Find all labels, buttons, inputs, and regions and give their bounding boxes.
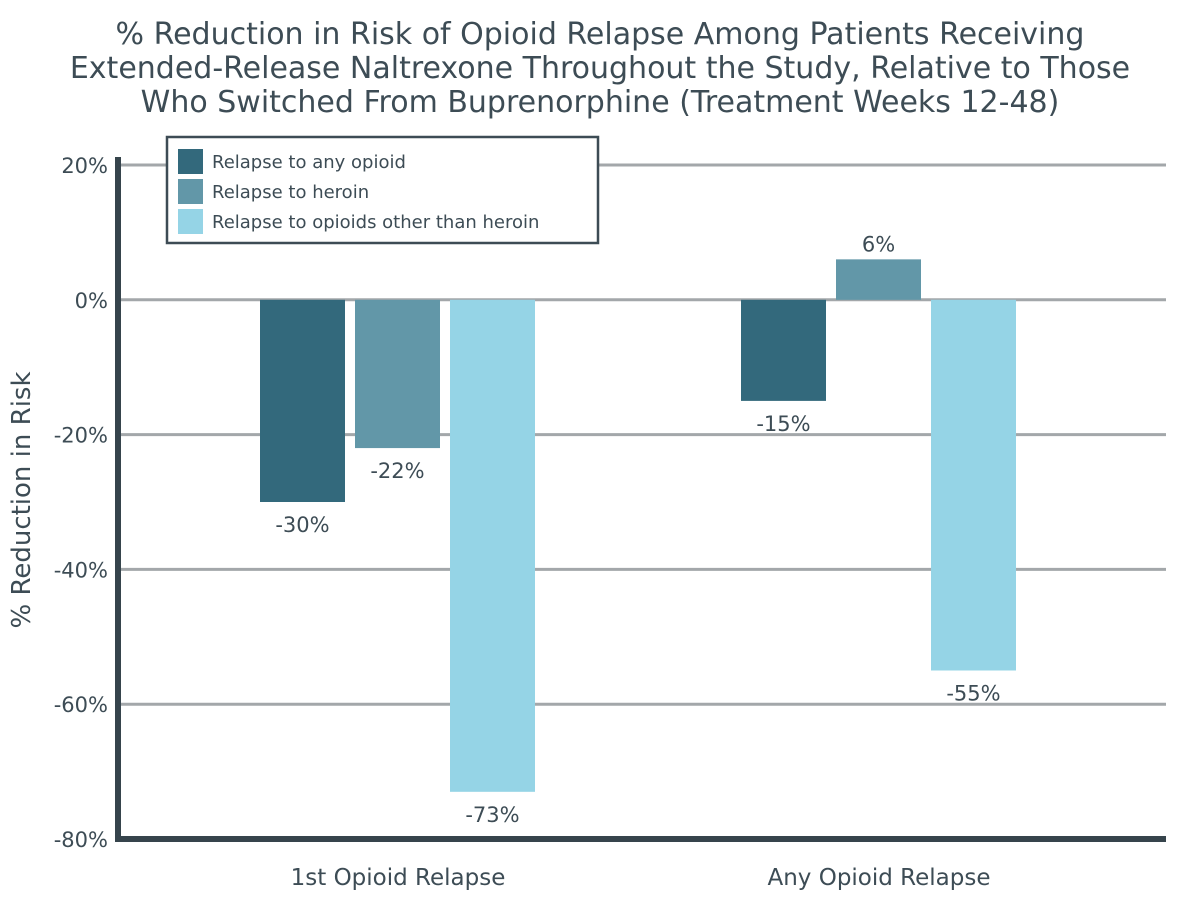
y-tick-label: -80% (54, 828, 108, 852)
bar (931, 299, 1016, 671)
data-label: -22% (370, 459, 424, 483)
legend-label: Relapse to any opioid (212, 152, 406, 173)
axes (115, 157, 1166, 842)
data-label: -15% (756, 412, 810, 436)
bar (450, 299, 535, 792)
bar (836, 259, 921, 300)
category-label: 1st Opioid Relapse (291, 865, 506, 891)
y-tick-label: 20% (61, 154, 108, 178)
legend-label: Relapse to opioids other than heroin (212, 212, 539, 233)
data-label: -55% (946, 682, 1000, 706)
chart-title-line-1: % Reduction in Risk of Opioid Relapse Am… (115, 17, 1085, 52)
bar (355, 299, 440, 449)
category-labels: 1st Opioid Relapse Any Opioid Relapse (291, 865, 991, 891)
y-tick-label: -60% (54, 693, 108, 717)
bar (741, 299, 826, 401)
legend: Relapse to any opioid Relapse to heroin Re… (165, 135, 600, 245)
y-tick-label: 0% (75, 289, 108, 313)
chart-title-line-3: Who Switched From Buprenorphine (Treatme… (140, 85, 1060, 120)
chart-title: % Reduction in Risk of Opioid Relapse Am… (0, 18, 1200, 120)
legend-swatch (178, 179, 203, 204)
data-label: -30% (275, 513, 329, 537)
legend-box (165, 135, 600, 245)
bar (260, 299, 345, 502)
chart-title-line-2: Extended-Release Naltrexone Throughout t… (69, 51, 1131, 86)
y-tick-label: -40% (54, 558, 108, 582)
legend-swatch (178, 209, 203, 234)
category-label: Any Opioid Relapse (767, 865, 990, 891)
legend-swatch (178, 149, 203, 174)
data-label: -73% (465, 803, 519, 827)
data-label: 6% (862, 232, 895, 256)
data-labels: -30% -15% -22% 6% -73% -55% (275, 232, 1000, 826)
y-tick-label: -20% (54, 424, 108, 448)
y-tick-labels: 20% 0% -20% -40% -60% -80% (54, 154, 108, 852)
bars (260, 259, 1016, 792)
y-axis-label: % Reduction in Risk (7, 371, 37, 628)
legend-label: Relapse to heroin (212, 182, 369, 203)
